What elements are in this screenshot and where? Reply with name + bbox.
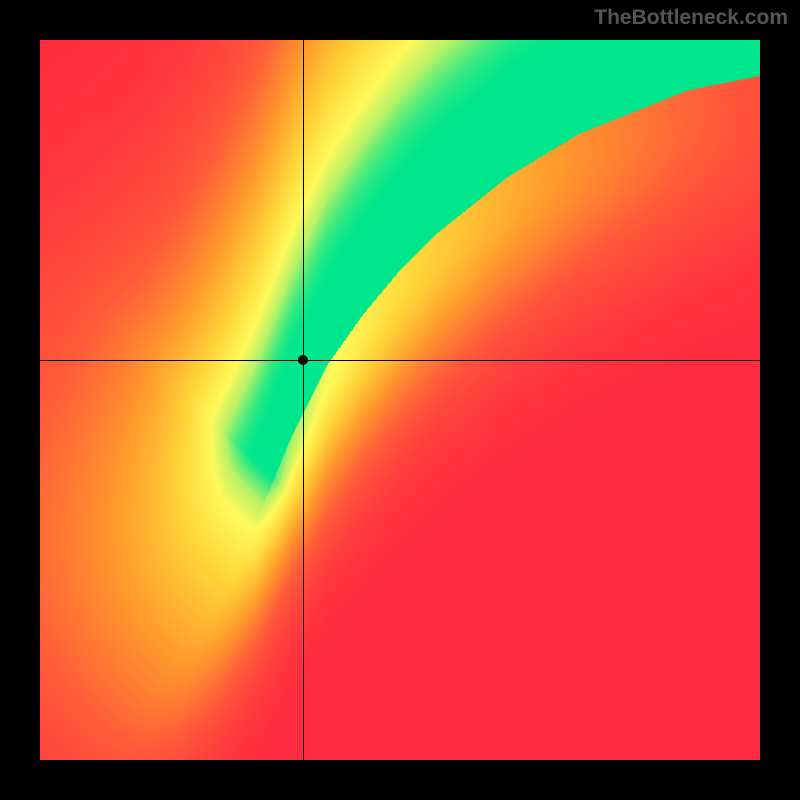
bottleneck-heatmap	[40, 40, 760, 760]
crosshair-horizontal	[40, 360, 760, 361]
attribution-text: TheBottleneck.com	[594, 6, 788, 30]
crosshair-vertical	[303, 40, 304, 760]
heatmap-canvas	[40, 40, 760, 760]
crosshair-marker	[298, 355, 308, 365]
